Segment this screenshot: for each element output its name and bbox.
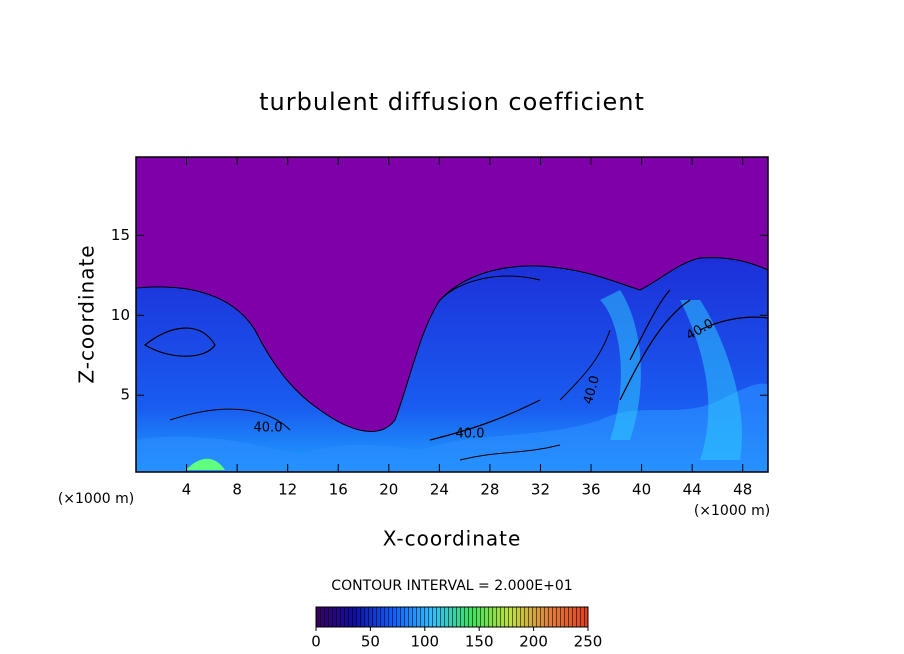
colorbar-tick-label: 100 — [410, 633, 439, 651]
y-tick-label: 10 — [111, 306, 130, 324]
field-region — [136, 383, 768, 472]
colorbar-tick-label: 50 — [361, 633, 380, 651]
contour-interval: CONTOUR INTERVAL = 2.000E+01 — [331, 578, 572, 594]
x-tick-label: 44 — [683, 481, 702, 499]
colorbar-tick-label: 200 — [519, 633, 548, 651]
field-region — [600, 290, 742, 460]
y-tick-label: 5 — [120, 386, 130, 404]
field-region — [186, 458, 225, 470]
x-tick-label: 8 — [232, 481, 242, 499]
colorbar-tick-label: 0 — [311, 633, 321, 651]
x-tick-label: 16 — [329, 481, 348, 499]
contour-label: 40.0 — [456, 427, 485, 442]
x-unit-left: (×1000 m) — [58, 491, 134, 507]
x-tick-label: 20 — [379, 481, 398, 499]
x-unit: (×1000 m) — [694, 503, 770, 519]
contour-label: 40.0 — [581, 374, 603, 406]
x-tick-label: 32 — [531, 481, 550, 499]
x-axis-label: X-coordinate — [383, 527, 522, 551]
y-tick-label: 15 — [111, 226, 130, 244]
x-tick-label: 24 — [430, 481, 449, 499]
x-tick-label: 48 — [733, 481, 752, 499]
x-tick-label: 28 — [480, 481, 499, 499]
x-tick-label: 40 — [632, 481, 651, 499]
chart-title: turbulent diffusion coefficient — [259, 88, 645, 116]
y-axis-label: Z-coordinate — [75, 244, 99, 383]
field — [136, 157, 768, 472]
colorbar-tick-label: 150 — [465, 633, 494, 651]
contour-line — [143, 289, 768, 441]
x-tick-label: 4 — [182, 481, 192, 499]
x-tick-label: 36 — [581, 481, 600, 499]
x-tick-label: 12 — [278, 481, 297, 499]
colorbar-tick-label: 250 — [574, 633, 603, 651]
contour-line — [169, 275, 611, 461]
colorbar-frame — [315, 606, 589, 628]
contour-label: 40.0 — [254, 421, 283, 436]
plot-frame — [135, 156, 769, 473]
